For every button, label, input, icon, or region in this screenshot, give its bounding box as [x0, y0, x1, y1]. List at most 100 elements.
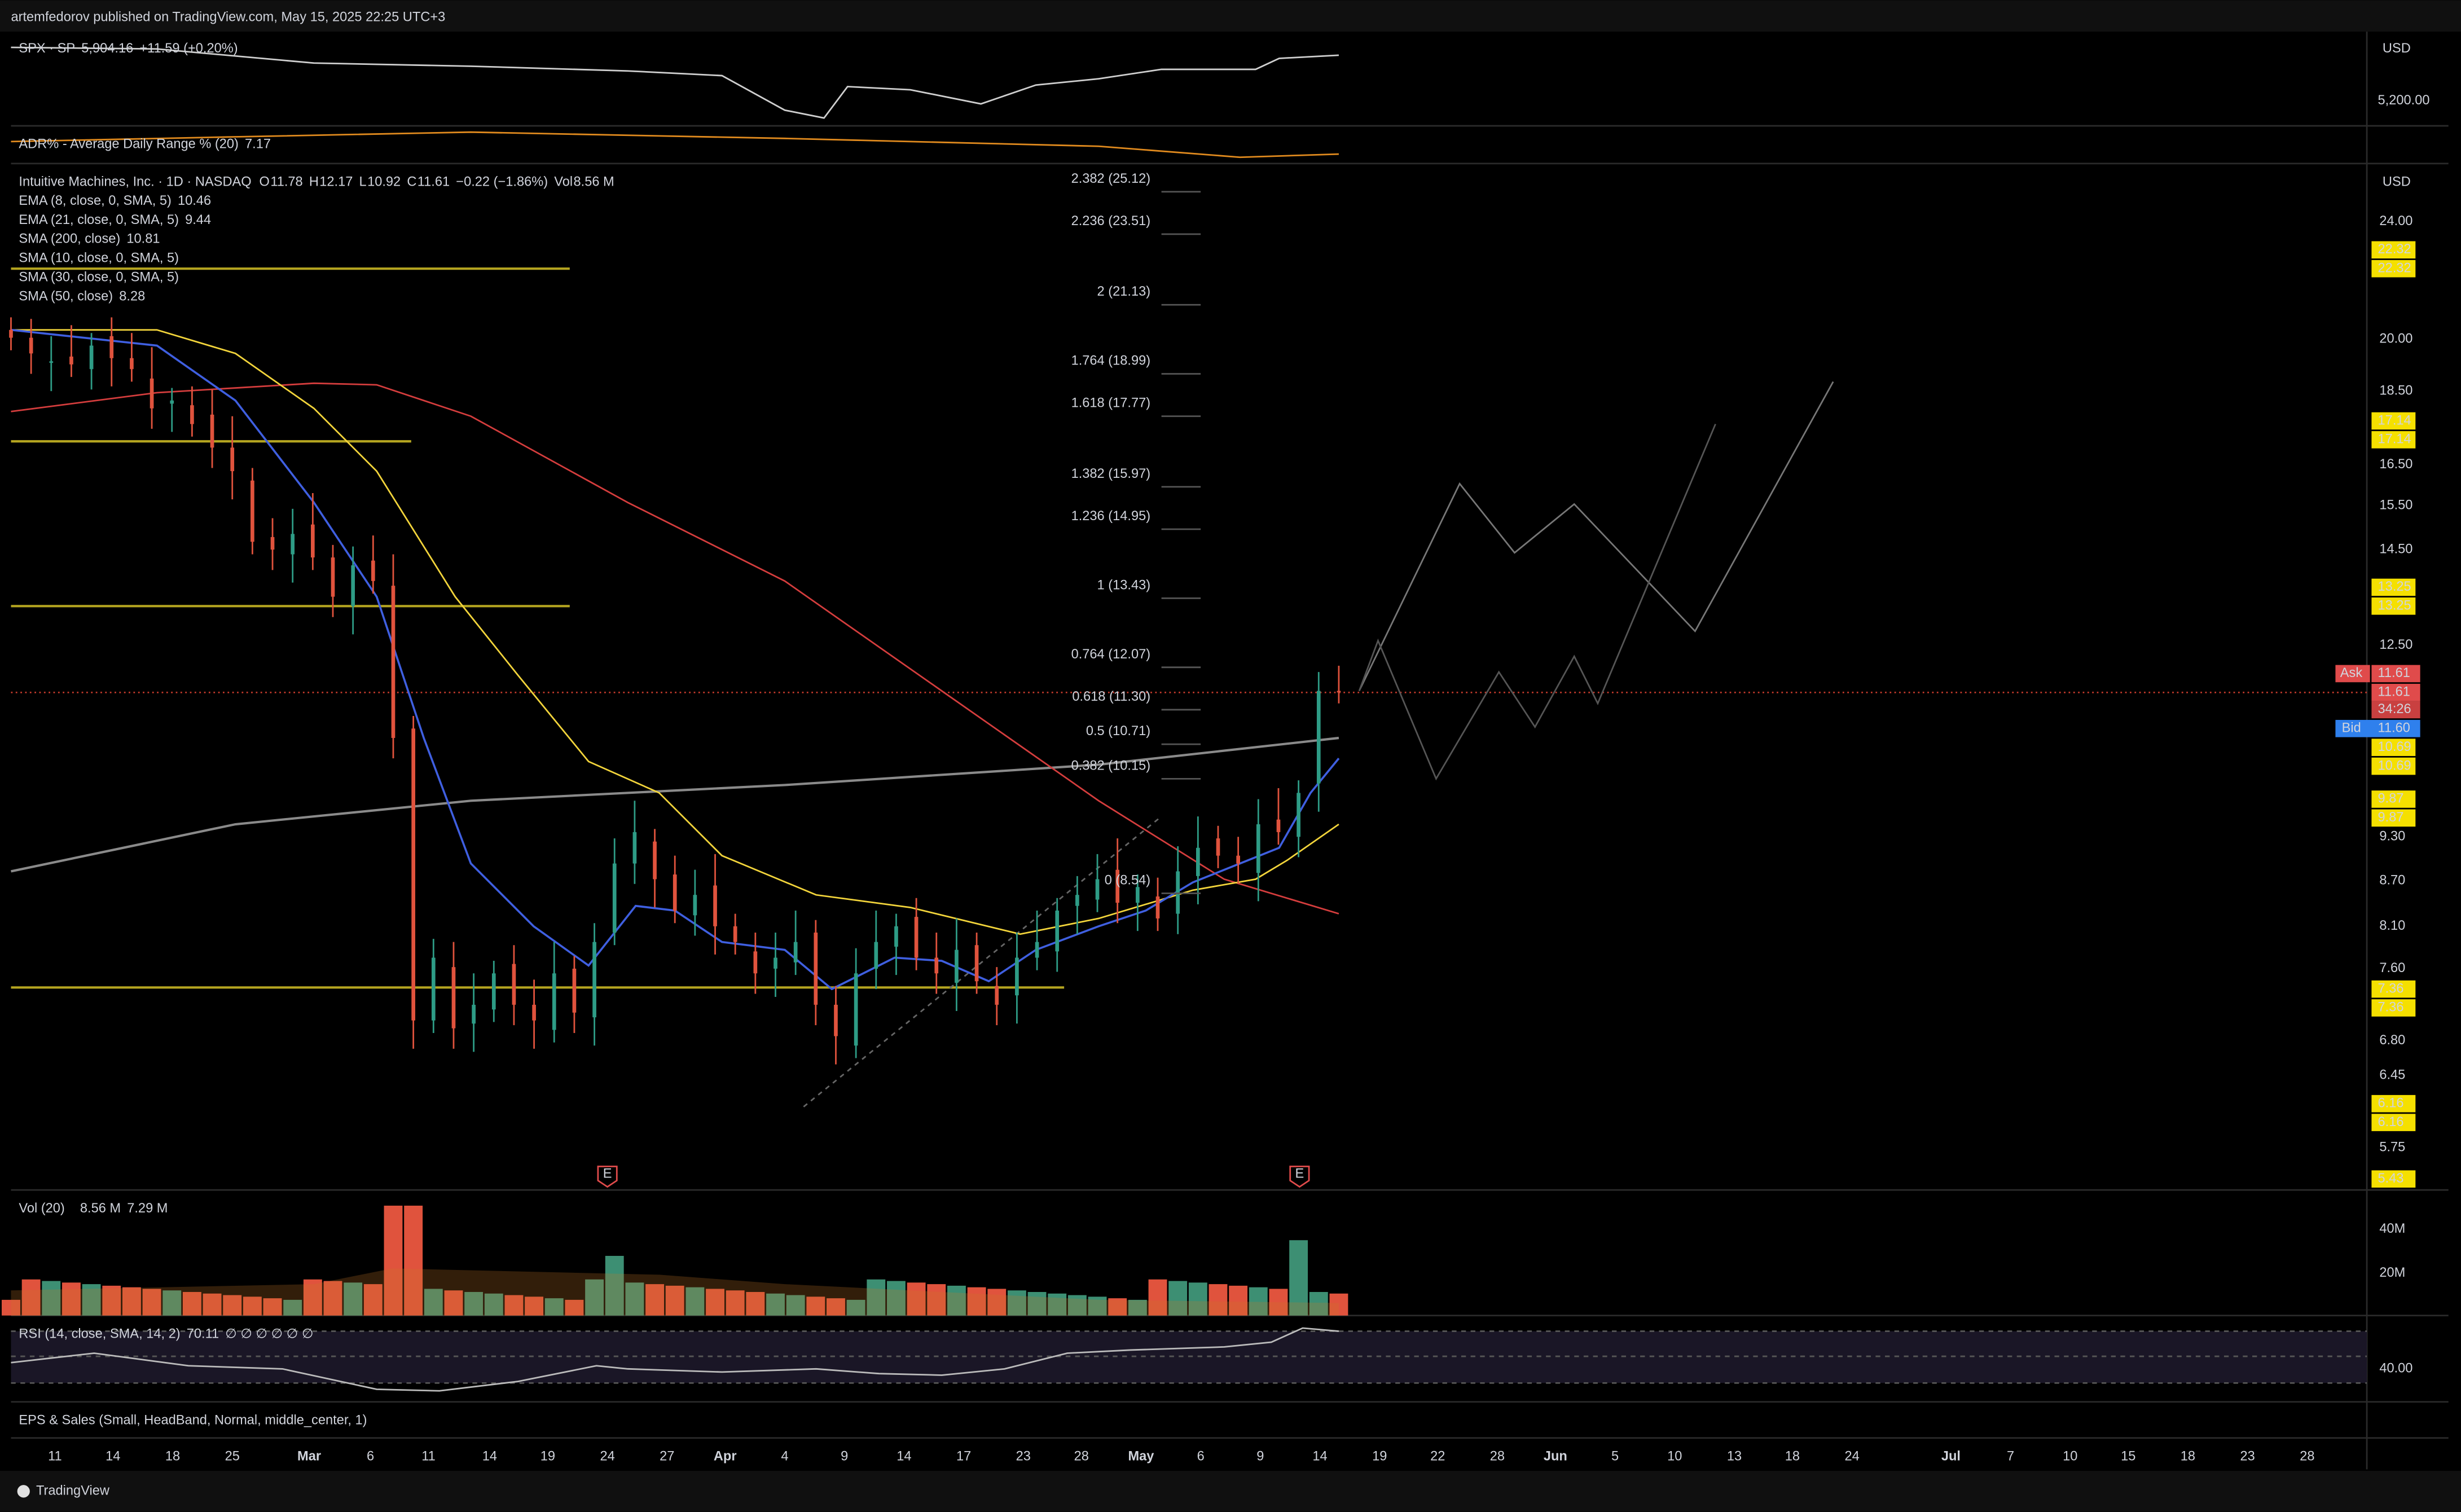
ohlc-key: O: [260, 174, 270, 189]
volume-tick: 20M: [2379, 1265, 2405, 1280]
indicator-value: 8.28: [119, 289, 145, 304]
rsi-extra: ∅ ∅ ∅ ∅ ∅ ∅: [225, 1326, 313, 1341]
volume-bar: [1188, 1282, 1207, 1316]
level-tag: [2371, 1170, 2416, 1188]
date-label: 18: [165, 1449, 180, 1463]
candle-body: [894, 926, 898, 947]
indicator-value: 9.44: [185, 213, 211, 227]
volume-bar: [122, 1287, 141, 1316]
candle-body: [552, 973, 556, 1030]
price-tick: 9.30: [2379, 829, 2405, 844]
price-tick: 15.50: [2379, 498, 2412, 513]
candle-body: [1276, 819, 1281, 832]
header: artemfedorov published on TradingView.co…: [11, 10, 445, 24]
candle-body: [592, 942, 596, 1018]
level-tag-label: 9.87: [2378, 792, 2404, 806]
volume-bar: [21, 1279, 41, 1316]
date-label: 23: [2240, 1449, 2255, 1463]
volume-bar: [1309, 1292, 1328, 1316]
ask-value: 11.61: [2378, 666, 2410, 680]
level-tag: [2371, 757, 2416, 775]
volume-bar: [525, 1296, 544, 1316]
level-tag-label: 17.14: [2378, 413, 2411, 428]
bid-tag: [2335, 720, 2420, 737]
date-label: 10: [1667, 1449, 1682, 1463]
logo: [17, 1485, 30, 1498]
volume-bar: [444, 1290, 463, 1316]
volume-bar: [1067, 1295, 1087, 1316]
currency: USD: [2383, 41, 2411, 56]
date-label: 22: [1430, 1449, 1445, 1463]
volume-bar: [846, 1299, 865, 1316]
date-label: Jun: [1544, 1449, 1567, 1463]
level-tag-label: 22.32: [2378, 261, 2411, 275]
sma50: [11, 382, 1339, 915]
ask-label: Ask: [2340, 666, 2363, 680]
candle-body: [109, 336, 114, 358]
volume-bar: [827, 1298, 845, 1316]
date-label: 19: [1372, 1449, 1387, 1463]
candle-body: [1196, 847, 1200, 876]
volume-bar: [182, 1292, 201, 1316]
volume-bar: [2, 1299, 20, 1316]
projection: [1358, 424, 1716, 781]
candle-body: [1316, 691, 1321, 784]
volume-bar: [223, 1295, 242, 1316]
price-tick: 8.10: [2379, 918, 2405, 933]
date-label: 14: [896, 1449, 911, 1463]
candle-body: [491, 973, 496, 1010]
volume-bar: [1027, 1292, 1047, 1316]
date-label: 18: [1785, 1449, 1800, 1463]
footer-bar: [0, 1471, 2461, 1512]
volume-ma-value: 7.29 M: [127, 1201, 168, 1216]
ohlc-value: 12.17: [319, 174, 353, 189]
date-label: 10: [2063, 1449, 2077, 1463]
date-label: 28: [1074, 1449, 1089, 1463]
spx-change: +11.59 (+0.20%): [139, 41, 238, 56]
date-label: 23: [1016, 1449, 1031, 1463]
date-label: Mar: [297, 1449, 321, 1463]
price-tick: 14.50: [2379, 542, 2412, 556]
level-tag: [2371, 241, 2416, 259]
volume-bar: [102, 1285, 121, 1316]
volume-bar: [1249, 1287, 1268, 1316]
candle-body: [391, 586, 395, 739]
volume-bar: [625, 1282, 644, 1316]
candle-body: [150, 378, 154, 408]
ohlc-key: C: [407, 174, 416, 189]
price-tick: 16.50: [2379, 457, 2412, 472]
level-tag-label: 13.25: [2378, 579, 2411, 594]
fib-label: 2.236 (23.51): [1071, 214, 1151, 228]
fib-label: 1.618 (17.77): [1071, 396, 1151, 411]
level-tag-label: 17.14: [2378, 432, 2411, 447]
volume-bar: [203, 1293, 222, 1316]
price-tick: 24.00: [2379, 214, 2412, 228]
volume-bar: [82, 1284, 101, 1316]
date-label: 13: [1727, 1449, 1742, 1463]
candle-body: [29, 337, 33, 354]
volume-bar: [263, 1298, 282, 1316]
earnings-marker: [1289, 1166, 1310, 1188]
level-tag-label: 6.16: [2378, 1096, 2404, 1110]
volume-bar: [585, 1279, 604, 1316]
candle-body: [774, 957, 777, 969]
candle-body: [854, 973, 858, 1046]
fib-label: 1 (13.43): [1097, 578, 1151, 592]
fib-label: 2 (21.13): [1097, 284, 1151, 299]
candle-body: [1337, 691, 1341, 693]
ask-value-tag: [2371, 684, 2420, 701]
date-label: 4: [781, 1449, 788, 1463]
candle-body: [572, 968, 577, 1013]
date-label: 9: [841, 1449, 848, 1463]
level-tag: [2371, 999, 2416, 1017]
change: −0.22 (−1.86%): [456, 174, 548, 189]
volume-bar: [645, 1284, 664, 1316]
adr-line: [11, 131, 1339, 159]
indicator-name: SMA (50, close): [19, 289, 113, 304]
volume-bar: [1229, 1285, 1248, 1316]
level-tag: [2371, 739, 2416, 756]
ohlc-value: 11.61: [418, 174, 450, 189]
rsi-tick: 40.00: [2379, 1361, 2412, 1376]
volume-bar: [1108, 1298, 1127, 1316]
